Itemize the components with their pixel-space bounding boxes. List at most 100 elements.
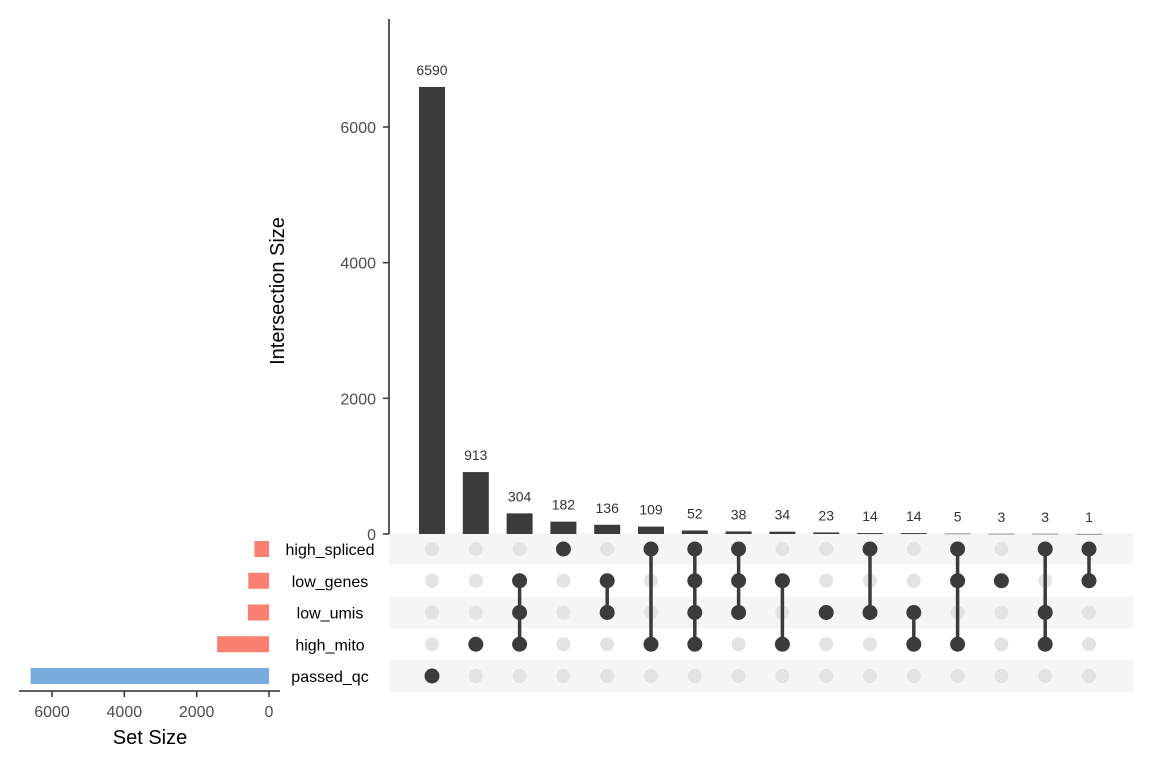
intersection-bar-label: 5 — [954, 509, 962, 525]
matrix-dot-active — [643, 541, 659, 557]
set-labels: high_spliced low_genes low_umis high_mitopa… — [286, 542, 375, 686]
matrix-dot-inactive — [819, 637, 834, 652]
intersection-bar — [462, 472, 489, 534]
intersection-bar-label: 38 — [731, 506, 747, 522]
matrix-dot-inactive — [863, 669, 877, 683]
matrix-dot-active — [1081, 573, 1097, 589]
set-label: low_umis — [297, 606, 364, 623]
intersection-bar-label: 52 — [687, 505, 703, 521]
intersection-bar-label: 109 — [639, 502, 663, 518]
set-size-axis-title: Set Size — [113, 727, 187, 749]
matrix-dot-inactive — [600, 669, 615, 683]
matrix-dot-active — [993, 573, 1009, 589]
intersection-bar-label: 3 — [1041, 509, 1049, 525]
matrix-dot-inactive — [1082, 669, 1096, 683]
matrix-dot-active — [687, 636, 703, 652]
matrix-dot-inactive — [731, 669, 746, 683]
set-size-tick-label: 2000 — [179, 704, 215, 721]
matrix-dot-active — [555, 541, 571, 557]
matrix-dot-active — [424, 668, 440, 684]
intersection-bar-label: 1 — [1085, 509, 1093, 525]
matrix-dot-inactive — [468, 669, 483, 683]
matrix-dot-inactive — [819, 542, 834, 556]
intersection-bar — [813, 532, 840, 534]
intersection-bar — [419, 86, 445, 534]
matrix-dot-inactive — [906, 573, 921, 588]
matrix-dot-active — [1037, 541, 1053, 557]
intersection-bar — [594, 524, 621, 534]
intersection-axis-title: Intersection Size — [267, 217, 289, 365]
matrix-dot-active — [1037, 636, 1053, 652]
intersection-bar-label: 136 — [596, 500, 620, 516]
intersection-bar — [725, 531, 752, 534]
matrix-dot-inactive — [468, 605, 483, 620]
matrix-dot-active — [512, 573, 528, 589]
set-size-bar — [217, 636, 269, 653]
matrix-dot-active — [512, 636, 528, 652]
set-size-axis: Set Size — [19, 690, 280, 749]
matrix-dot-active — [774, 636, 790, 652]
matrix-stripe — [389, 660, 1133, 692]
intersection-tick-label: 6000 — [340, 120, 376, 137]
matrix-dot-active — [512, 605, 528, 620]
matrix-dot-inactive — [994, 542, 1009, 556]
intersection-bar — [506, 513, 533, 534]
matrix-dot-inactive — [994, 637, 1009, 652]
set-size-bar — [30, 668, 269, 684]
intersection-bar — [769, 531, 796, 534]
matrix-dot-inactive — [994, 669, 1009, 683]
intersection-bar-label: 6590 — [416, 62, 447, 78]
matrix-dot-active — [862, 605, 878, 620]
matrix-dot-inactive — [425, 605, 439, 620]
intersection-bar-label: 14 — [862, 508, 878, 524]
set-size-bar — [248, 572, 269, 589]
intersection-tick-label: 2000 — [340, 391, 376, 408]
matrix-dot-active — [687, 605, 703, 620]
matrix-dot-inactive — [819, 573, 834, 588]
intersection-bar — [900, 533, 927, 534]
intersection-bar — [857, 533, 883, 534]
matrix-dot-inactive — [1038, 669, 1053, 683]
matrix-dot-inactive — [994, 605, 1009, 620]
intersection-bar — [1076, 533, 1102, 535]
matrix-dot-inactive — [512, 542, 527, 556]
intersection-bar-label: 304 — [508, 488, 532, 504]
matrix-dot-inactive — [425, 542, 439, 556]
matrix-dot-active — [1037, 605, 1053, 620]
intersection-bar-label: 182 — [552, 497, 576, 513]
matrix-dot-inactive — [906, 542, 921, 556]
matrix-dot-active — [599, 605, 615, 620]
matrix-dot-inactive — [556, 573, 571, 588]
matrix-dot-active — [862, 541, 878, 557]
intersection-bar-label: 34 — [775, 507, 791, 523]
matrix-dot-active — [906, 636, 922, 652]
set-size-axis-ticks: 6000 4000 2000 0 — [34, 691, 274, 721]
matrix-dot-inactive — [731, 637, 746, 652]
matrix-dot-active — [950, 636, 966, 652]
matrix-dot-inactive — [512, 669, 527, 683]
matrix-stripe — [389, 596, 1133, 629]
intersection-size-axis: Intersection Size — [267, 19, 390, 534]
matrix-dot-inactive — [556, 605, 571, 620]
matrix-dot-inactive — [600, 637, 615, 652]
matrix-dot-active — [731, 573, 747, 589]
matrix-dot-inactive — [425, 573, 439, 588]
intersection-bars — [419, 86, 1102, 535]
intersection-bar — [944, 533, 971, 535]
intersection-tick-label: 0 — [367, 527, 376, 544]
intersection-tick-label: 4000 — [340, 256, 376, 273]
set-label: passed_qc — [291, 669, 368, 686]
set-size-bar — [247, 604, 269, 621]
matrix-stripes — [389, 533, 1133, 692]
intersection-bar-labels: 6590 913 304 182 136 109 52 38 34 23 14 14 5 3 3 1 — [416, 62, 1093, 525]
matrix-dot-inactive — [468, 573, 483, 588]
matrix-dot-active — [1081, 541, 1097, 557]
set-size-tick-label: 6000 — [34, 704, 70, 721]
matrix-dot-active — [818, 605, 834, 620]
intersection-bar — [550, 521, 577, 534]
matrix-dot-active — [687, 541, 703, 557]
set-size-bars — [30, 541, 269, 684]
intersection-bar-label: 913 — [464, 447, 488, 463]
matrix-dot-active — [643, 636, 659, 652]
